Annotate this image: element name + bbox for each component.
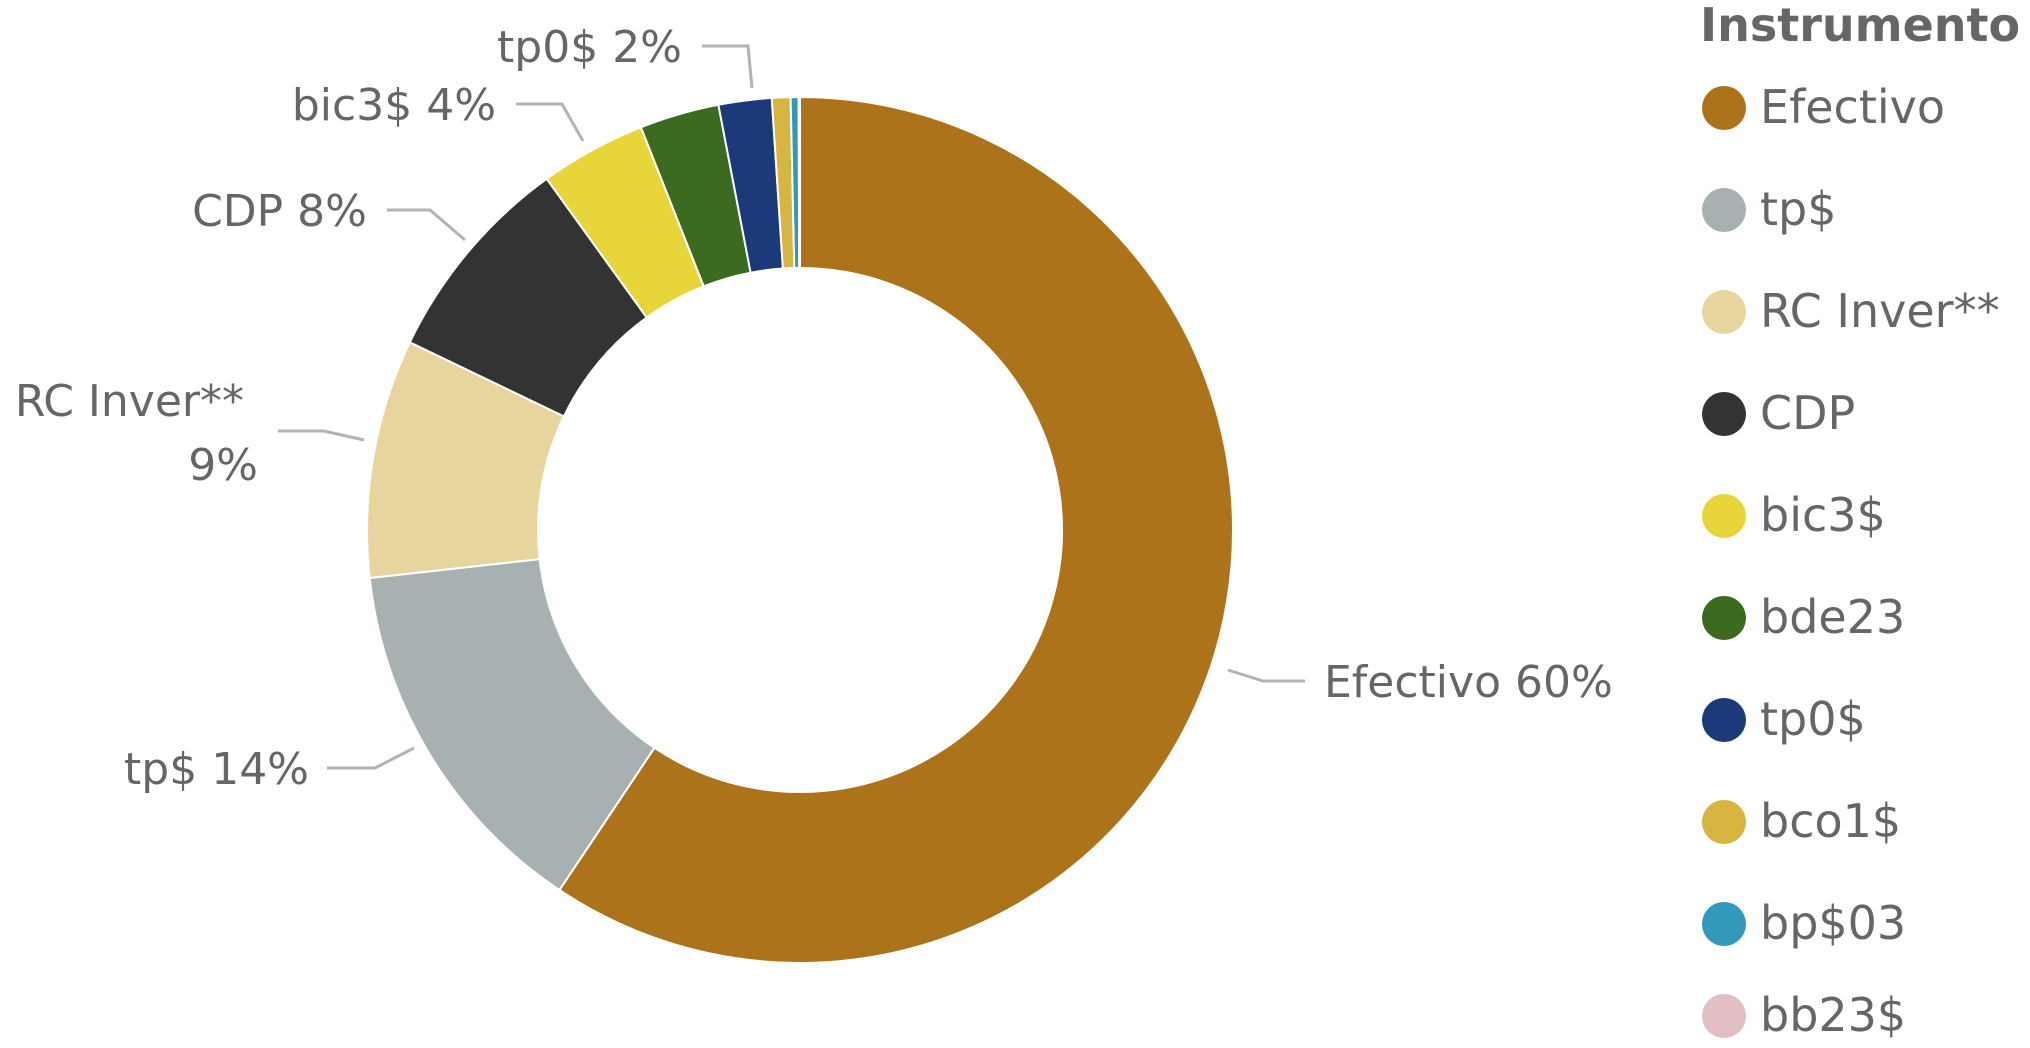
legend-swatch-bco1 [1702,800,1746,844]
legend-swatch-bb23 [1702,994,1746,1038]
legend-label-bco1: bco1$ [1760,794,1902,848]
legend-item-bic3[interactable]: bic3$ [1700,486,2030,546]
leader-lines [278,44,1305,770]
legend-label-efectivo: Efectivo [1760,80,1946,134]
legend-swatch-tp [1702,188,1746,232]
legend-item-efectivo[interactable]: Efectivo [1700,78,2030,138]
legend-swatch-bp03 [1702,902,1746,946]
data-label-rc-inver: RC Inver** 9% [15,376,258,491]
legend-item-tp[interactable]: tp$ [1700,180,2030,240]
data-label-cdp: CDP 8% [192,186,367,237]
legend-label-bb23: bb23$ [1760,988,1907,1042]
legend-swatch-tp0 [1702,698,1746,742]
leader-line-cdp [387,208,466,242]
data-label-rc-inver-pct: 9% [188,440,258,491]
legend-item-tp0[interactable]: tp0$ [1700,690,2030,750]
legend-label-rc-inver: RC Inver** [1760,284,2000,338]
legend-swatch-rc-inver [1702,290,1746,334]
legend-label-bp03: bp$03 [1760,896,1907,950]
legend-swatch-bde23 [1702,596,1746,640]
legend-item-bp03[interactable]: bp$03 [1700,894,2030,954]
data-label-tp0: tp0$ 2% [497,22,682,73]
slice-efectivo[interactable] [558,95,1234,964]
legend-item-cdp[interactable]: CDP [1700,384,2030,444]
leader-line-tp0 [702,44,754,89]
legend-title: Instrumento [1700,0,2021,52]
legend-swatch-cdp [1702,392,1746,436]
slice-bb23[interactable] [797,95,801,270]
legend-item-bco1[interactable]: bco1$ [1700,792,2030,852]
legend-item-rc-inver[interactable]: RC Inver** [1700,282,2030,342]
legend-item-bb23[interactable]: bb23$ [1700,986,2030,1046]
data-label-rc-inver-name: RC Inver** [15,376,244,427]
leader-line-rc-inver [278,429,365,442]
legend-swatch-efectivo [1702,86,1746,130]
leader-line-tp [327,746,415,770]
legend-label-bic3: bic3$ [1760,488,1886,542]
slice-tp[interactable] [368,557,656,892]
legend-label-tp: tp$ [1760,182,1837,236]
legend-swatch-bic3 [1702,494,1746,538]
data-labels: Efectivo 60% tp$ 14% RC Inver** 9% CDP 8… [15,22,1613,795]
data-label-bic3: bic3$ 4% [292,80,496,131]
data-label-efectivo: Efectivo 60% [1324,657,1613,708]
leader-line-efectivo [1227,668,1305,683]
legend-label-tp0: tp0$ [1760,692,1866,746]
legend-label-bde23: bde23 [1760,590,1906,644]
donut-slices [366,95,1234,964]
legend-item-bde23[interactable]: bde23 [1700,588,2030,648]
leader-line-bic3 [516,102,585,142]
data-label-tp: tp$ 14% [124,744,309,795]
legend-label-cdp: CDP [1760,386,1856,440]
